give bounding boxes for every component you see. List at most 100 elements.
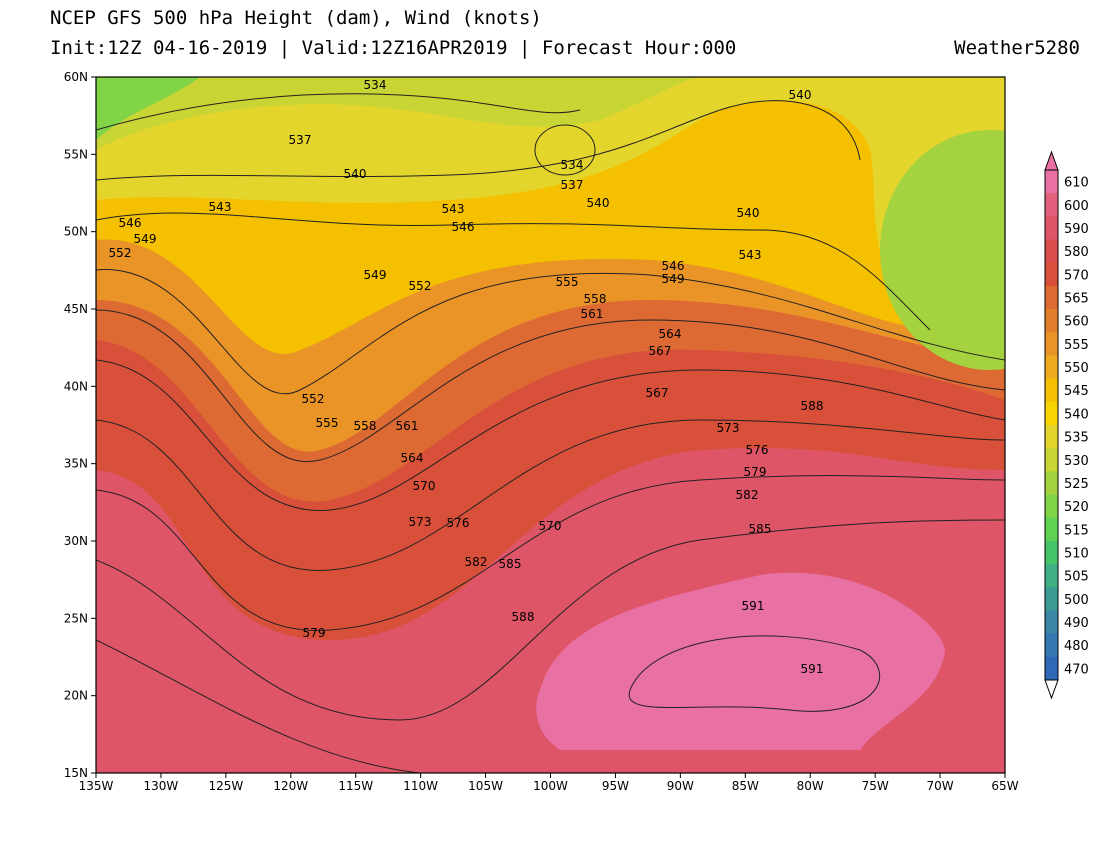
colorbar-cap-bottom bbox=[1044, 679, 1059, 700]
contour-label: 570 bbox=[539, 519, 562, 533]
contour-label: 546 bbox=[119, 216, 142, 230]
contour-label: 588 bbox=[512, 610, 535, 624]
contour-label: 588 bbox=[801, 399, 824, 413]
map-fill bbox=[96, 77, 1005, 773]
contour-label: 534 bbox=[561, 158, 584, 172]
colorbar-swatch bbox=[1045, 309, 1058, 333]
contour-label: 534 bbox=[364, 78, 387, 92]
lat-label: 40N bbox=[64, 379, 88, 393]
contour-label: 540 bbox=[737, 206, 760, 220]
colorbar-swatch bbox=[1045, 401, 1058, 426]
contour-label: 549 bbox=[134, 232, 157, 246]
lat-label: 55N bbox=[64, 147, 88, 161]
colorbar-label: 555 bbox=[1064, 338, 1089, 353]
lat-label: 25N bbox=[64, 611, 88, 625]
colorbar-swatch bbox=[1045, 494, 1058, 519]
contour-label: 585 bbox=[499, 557, 522, 571]
colorbar-label: 570 bbox=[1064, 268, 1089, 283]
colorbar-label: 550 bbox=[1064, 361, 1089, 376]
contour-label: 540 bbox=[587, 196, 610, 210]
colorbar-swatch bbox=[1045, 633, 1058, 658]
lat-label: 50N bbox=[64, 225, 88, 239]
colorbar-swatch bbox=[1045, 448, 1058, 472]
contour-label: 591 bbox=[801, 662, 824, 676]
colorbar-swatch bbox=[1045, 216, 1058, 241]
colorbar-swatch bbox=[1045, 285, 1058, 310]
lon-label: 135W bbox=[79, 779, 114, 793]
contour-label: 552 bbox=[109, 246, 132, 260]
colorbar-swatch bbox=[1045, 170, 1058, 194]
contour-label: 555 bbox=[316, 416, 339, 430]
title: NCEP GFS 500 hPa Height (dam), Wind (kno… bbox=[50, 7, 542, 29]
contour-label: 579 bbox=[303, 626, 326, 640]
lat-label: 45N bbox=[64, 302, 88, 316]
brand: Weather5280 bbox=[954, 37, 1080, 59]
colorbar-label: 510 bbox=[1064, 547, 1089, 562]
contour-label: 540 bbox=[789, 88, 812, 102]
colorbar-label: 525 bbox=[1064, 477, 1089, 492]
colorbar-swatch bbox=[1045, 610, 1058, 635]
contour-label: 543 bbox=[209, 200, 232, 214]
contour-label: 582 bbox=[465, 555, 488, 569]
lon-label: 90W bbox=[667, 779, 694, 793]
contour-label: 561 bbox=[396, 419, 419, 433]
colorbar-swatch bbox=[1045, 378, 1058, 403]
lon-label: 115W bbox=[338, 779, 373, 793]
contour-label: 573 bbox=[409, 515, 432, 529]
contour-label: 558 bbox=[584, 292, 607, 306]
colorbar-label: 530 bbox=[1064, 454, 1089, 469]
contour-label: 546 bbox=[452, 220, 475, 234]
colorbar-label: 480 bbox=[1064, 639, 1089, 654]
colorbar-swatch bbox=[1045, 471, 1058, 496]
contour-label: 567 bbox=[646, 386, 669, 400]
contour-label: 579 bbox=[744, 465, 767, 479]
contour-label: 543 bbox=[442, 202, 465, 216]
contour-label: 555 bbox=[556, 275, 579, 289]
colorbar-label: 560 bbox=[1064, 315, 1089, 330]
lon-label: 110W bbox=[403, 779, 438, 793]
lon-label: 80W bbox=[797, 779, 824, 793]
colorbar-label: 500 bbox=[1064, 593, 1089, 608]
contour-label: 540 bbox=[344, 167, 367, 181]
contour-label: 537 bbox=[561, 178, 584, 192]
lon-label: 70W bbox=[927, 779, 954, 793]
contour-label: 576 bbox=[447, 516, 470, 530]
colorbar-label: 600 bbox=[1064, 199, 1089, 214]
contour-label: 564 bbox=[401, 451, 424, 465]
lat-label: 15N bbox=[64, 766, 88, 780]
subtitle: Init:12Z 04-16-2019 | Valid:12Z16APR2019… bbox=[50, 37, 736, 59]
colorbar-cap-top bbox=[1044, 150, 1059, 171]
colorbar-label: 470 bbox=[1064, 662, 1089, 677]
colorbar-label: 520 bbox=[1064, 500, 1089, 515]
lat-label: 60N bbox=[64, 70, 88, 84]
lon-label: 125W bbox=[208, 779, 243, 793]
colorbar-label: 590 bbox=[1064, 222, 1089, 237]
colorbar-label: 540 bbox=[1064, 407, 1089, 422]
lon-label: 120W bbox=[273, 779, 308, 793]
contour-label: 567 bbox=[649, 344, 672, 358]
contour-label: 564 bbox=[659, 327, 682, 341]
contour-label: 570 bbox=[413, 479, 436, 493]
colorbar-swatch bbox=[1045, 540, 1058, 565]
colorbar-swatch bbox=[1045, 193, 1058, 217]
colorbar-frame bbox=[1044, 169, 1059, 681]
contour-label: 552 bbox=[409, 279, 432, 293]
colorbar-label: 490 bbox=[1064, 616, 1089, 631]
colorbar-label: 505 bbox=[1064, 570, 1089, 585]
colorbar-swatch bbox=[1045, 262, 1058, 287]
colorbar-swatch bbox=[1045, 425, 1058, 449]
lon-label: 85W bbox=[732, 779, 759, 793]
colorbar-swatch bbox=[1045, 587, 1058, 611]
lat-label: 35N bbox=[64, 457, 88, 471]
colorbar-label: 515 bbox=[1064, 523, 1089, 538]
contour-label: 552 bbox=[302, 392, 325, 406]
colorbar-label: 545 bbox=[1064, 384, 1089, 399]
contour-label: 543 bbox=[739, 248, 762, 262]
colorbar-swatch bbox=[1045, 355, 1058, 380]
lat-label: 20N bbox=[64, 689, 88, 703]
contour-label: 591 bbox=[742, 599, 765, 613]
lon-label: 65W bbox=[991, 779, 1018, 793]
colorbar-swatch bbox=[1045, 656, 1058, 681]
colorbar-swatch bbox=[1045, 332, 1058, 356]
